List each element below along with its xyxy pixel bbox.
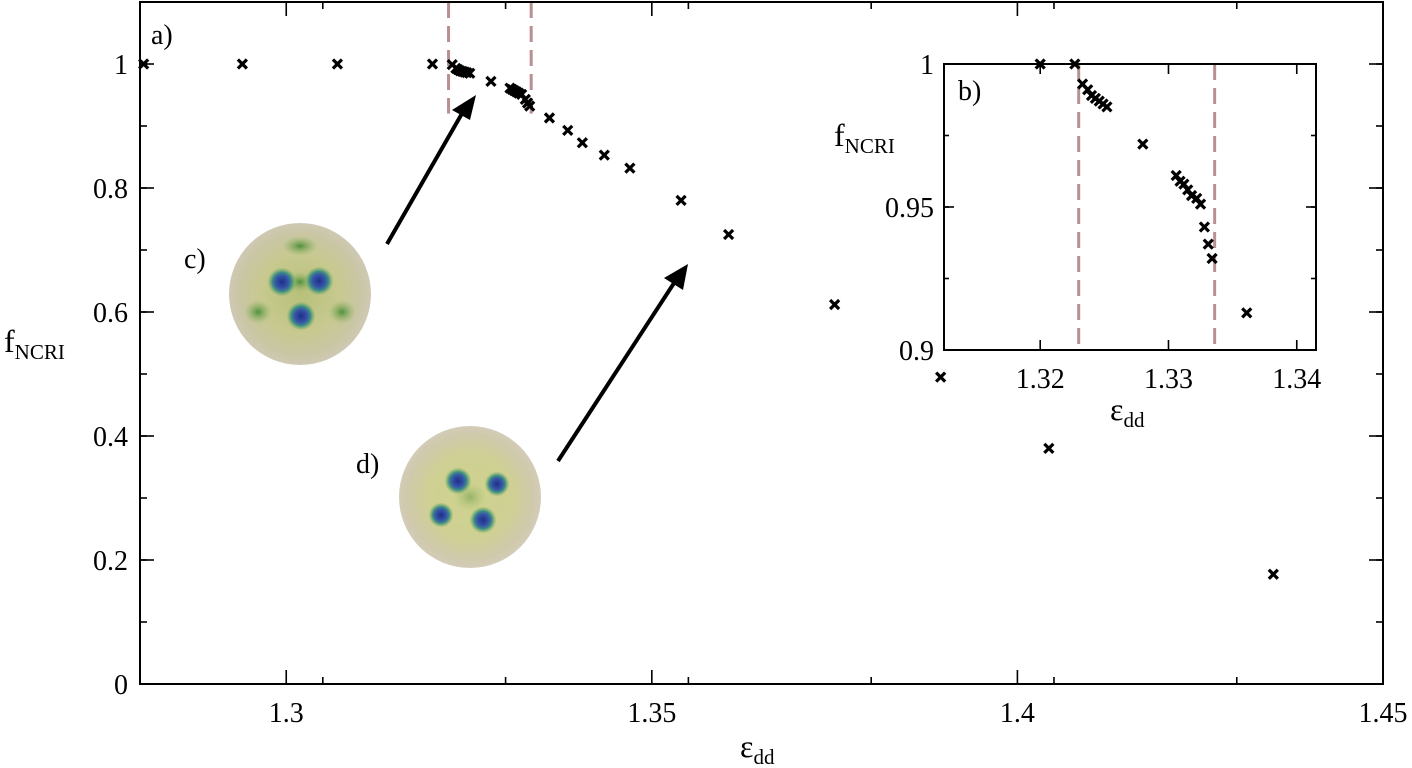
main-tick-labels: 1.3 1.35 1.4 1.45 0 0.2 0.4 0.6 0.8 1 [93,50,1408,729]
y-tick-label: 0.8 [93,174,128,205]
x-tick-label: 1.3 [269,698,304,729]
data-point-marker [236,58,248,70]
x-tick-label: 1.34 [1272,364,1321,395]
data-point-marker [1267,568,1279,580]
density-image-d [399,426,541,568]
y-tick-label: 0.9 [899,336,934,367]
y-tick-label: 1 [114,50,128,81]
x-tick-label: 1.35 [627,698,676,729]
data-point-marker [1194,198,1207,210]
density-image-c [229,223,371,365]
data-point-marker [576,137,588,149]
data-point-marker [562,124,574,136]
data-point-marker [1206,252,1218,265]
data-point-marker [543,112,556,124]
data-point-marker [1202,238,1214,250]
y-tick-label: 0.6 [93,298,128,329]
data-point-marker [722,228,735,241]
x-tick-label: 1.4 [1000,698,1035,729]
x-tick-label: 1.45 [1359,698,1408,729]
data-point-marker [1241,307,1253,319]
main-y-axis-label: fNCRI [4,323,65,364]
inset-tick-labels: 1.32 1.33 1.34 0.9 0.95 1 [885,50,1321,395]
y-tick-label: 0.4 [93,422,128,453]
main-data-markers [138,58,1279,580]
inset-plot-frame [943,63,1317,351]
inset-y-axis-label: fNCRI [834,117,895,158]
data-point-marker [675,194,687,207]
x-tick-label: 1.32 [1016,364,1065,395]
data-point-marker [624,162,636,174]
y-tick-label: 0.2 [93,546,128,577]
data-point-marker [1101,101,1113,113]
inset-plot: 1.32 1.33 1.34 0.9 0.95 1 b) εdd fNCRI [834,50,1321,432]
data-point-marker [828,298,841,311]
data-point-marker [1137,138,1149,150]
data-point-marker [464,67,476,79]
data-point-marker [426,58,439,70]
x-tick-label: 1.33 [1144,364,1193,395]
data-point-marker [1043,442,1055,455]
data-point-marker [598,149,610,161]
panel-label-d: d) [356,449,379,480]
panel-label-c: c) [184,244,206,275]
y-tick-label: 1 [920,50,934,81]
panel-label-a: a) [151,20,173,51]
data-point-marker [935,371,947,383]
data-point-marker [1198,221,1211,233]
main-plot: 1.3 1.35 1.4 1.45 0 0.2 0.4 0.6 0.8 1 a) εdd fNCR… [4,1,1408,768]
data-point-marker [331,58,344,70]
panel-label-b: b) [958,76,981,107]
data-point-marker [485,75,497,87]
inset-background [944,64,1316,350]
inset-data-markers [1034,58,1253,319]
y-tick-label: 0.95 [885,193,934,224]
arrow-d [556,264,688,463]
arrow-c [385,95,476,245]
y-tick-label: 0 [114,670,128,701]
main-plot-frame [139,1,1384,685]
main-dashed-lines [447,2,533,114]
inset-x-axis-label: εdd [1110,391,1145,432]
main-x-axis-label: εdd [740,728,775,768]
data-point-marker [461,67,473,79]
data-point-marker [524,100,536,112]
